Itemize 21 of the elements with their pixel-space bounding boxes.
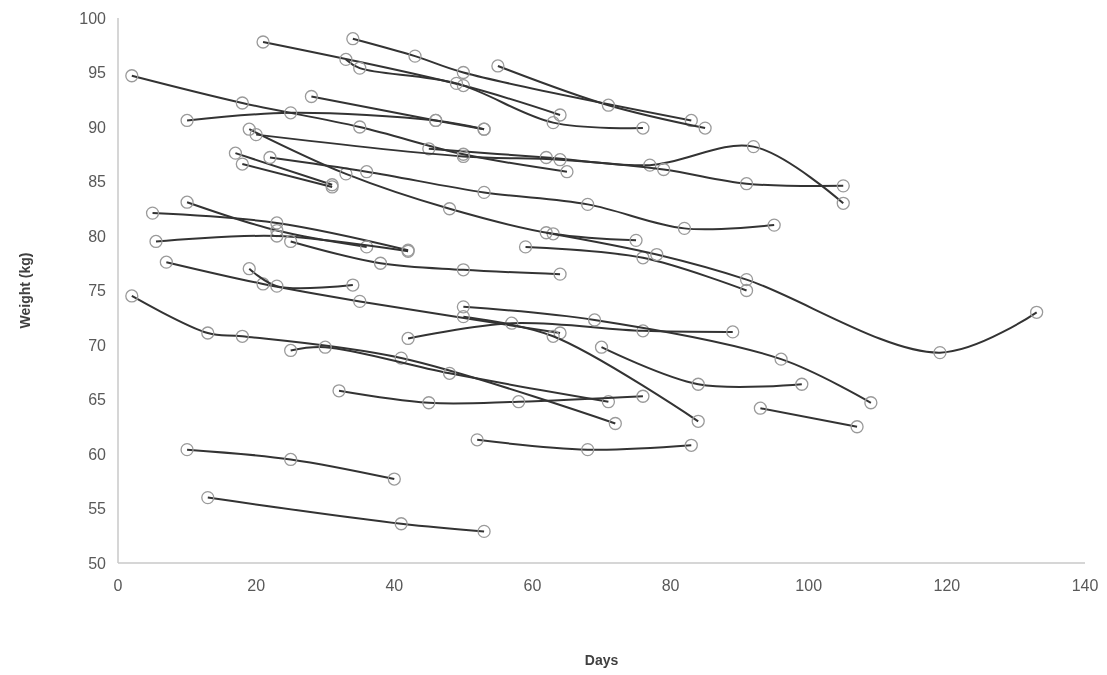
x-tick-label: 140 — [1071, 577, 1099, 594]
y-tick-label: 55 — [88, 500, 107, 518]
x-axis-title: Days — [584, 652, 619, 668]
x-tick-label: 20 — [247, 577, 266, 594]
x-tick-label: 120 — [933, 577, 961, 594]
x-tick-label: 60 — [523, 577, 542, 594]
x-tick-label: 100 — [795, 577, 823, 594]
x-tick-label: 40 — [385, 577, 404, 594]
y-tick-label: 60 — [88, 445, 107, 463]
y-tick-label: 85 — [88, 173, 107, 191]
y-tick-label: 50 — [88, 554, 107, 572]
y-tick-label: 100 — [79, 9, 107, 27]
y-tick-label: 80 — [88, 227, 107, 245]
y-tick-label: 75 — [88, 282, 107, 300]
x-tick-label: 80 — [661, 577, 680, 594]
y-tick-label: 90 — [88, 118, 107, 136]
y-tick-label: 65 — [88, 391, 107, 409]
x-tick-label: 0 — [113, 577, 123, 594]
y-axis-title: Weight (kg) — [17, 252, 33, 329]
y-tick-label: 70 — [88, 336, 107, 354]
y-tick-label: 95 — [88, 64, 107, 82]
